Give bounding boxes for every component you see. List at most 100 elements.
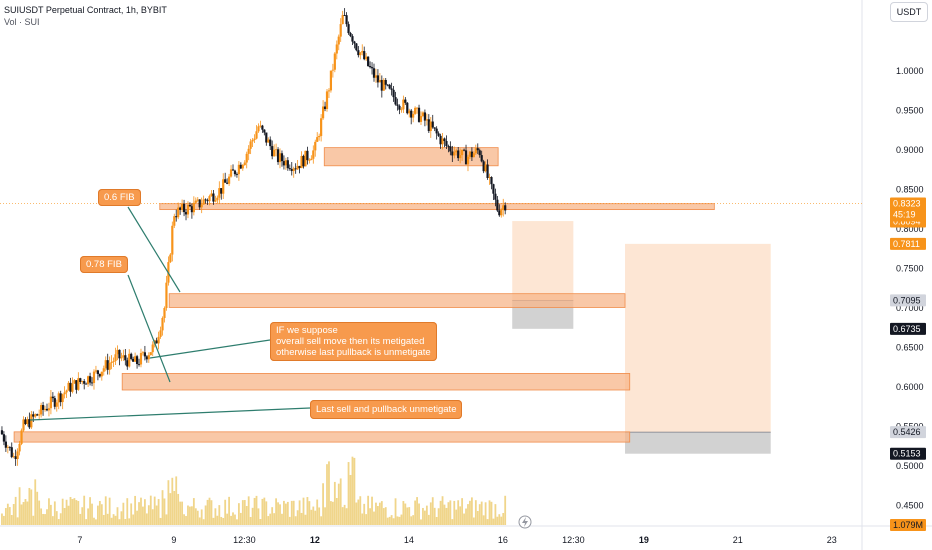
volume-bar [447,502,450,525]
volume-bar [171,477,174,525]
volume-bar [273,513,276,525]
candle-body [96,370,100,374]
candle-body [61,394,64,403]
candle-body [210,193,213,197]
volume-bar [416,497,418,525]
volume-bar [498,514,501,525]
candle-body [4,441,7,448]
candle-body [435,128,438,134]
last-sell-callout[interactable]: Last sell and pullback unmetigate [310,400,463,419]
volume-bar [208,497,211,525]
volume-bar [202,519,205,525]
candle-body [124,355,127,361]
candle-body [368,66,372,68]
volume-bar [465,508,467,525]
position-target-zone[interactable] [625,243,771,433]
price-axis[interactable]: 1.0000 0.9500 0.9000 0.8500 0.8000 0.7500 0.70… [890,66,926,531]
volume-indicator-title[interactable]: Vol · SUI [4,17,40,27]
candle-body [12,456,15,458]
volume-bar [443,504,446,525]
position-stop-zone[interactable] [625,432,771,454]
volume-bar [261,498,264,525]
x-tick-label: 12:30 [233,535,256,545]
candle-body [45,408,49,411]
volume-bar [155,505,158,525]
time-axis[interactable]: 7 9 12:30 12 14 16 12:30 19 21 23 [77,535,836,545]
volume-bar [318,507,321,525]
price-zone[interactable] [13,431,631,443]
position-target-zone[interactable] [512,221,574,301]
candle-body [502,205,505,210]
lightning-icon[interactable] [518,515,532,529]
volume-bar [441,496,444,525]
candle-body [196,199,199,201]
volume-bar [320,516,323,525]
currency-button[interactable]: USDT [890,2,928,22]
volume-bar [347,462,350,525]
volume-bar [386,517,389,525]
candle-body [402,99,405,110]
volume-bar [486,519,489,525]
volume-bar [455,509,458,525]
candle-body [406,102,409,114]
candle-body [431,121,434,128]
candle-body [347,24,350,34]
candle-body [449,146,452,152]
current-price-badge [890,197,926,222]
price-zone[interactable] [168,293,626,308]
volume-bar [429,502,432,525]
volume-bar [32,515,35,525]
volume-bar [102,514,105,525]
candle-body [206,200,209,202]
candle-body [410,110,413,118]
volume-bar [424,510,426,525]
volume-bar [110,517,113,525]
candle-body [38,414,41,416]
price-zone[interactable] [159,203,715,211]
candle-body [171,225,174,255]
volume-bar [42,513,44,525]
volume-bar [106,513,109,525]
price-label: 0.5153 [893,449,921,459]
volume-bar [187,505,189,525]
x-tick-label: 23 [827,535,837,545]
volume-bar [198,517,201,525]
candle-body [349,33,352,37]
mitigation-note-callout[interactable]: IF we suppose overall sell move then its… [270,322,437,361]
candle-body [51,396,54,399]
candle-body [186,204,190,215]
current-price-label: 0.8323 [893,198,921,208]
volume-bar [87,508,90,525]
volume-bar [73,498,76,525]
symbol-title[interactable]: SUIUSDT Perpetual Contract, 1h, BYBIT [4,5,167,15]
price-zone[interactable] [121,373,631,391]
candle-body [151,344,154,353]
candle-body [365,56,368,60]
candle-body [271,146,274,157]
fib-078-callout[interactable]: 0.78 FIB [80,256,128,273]
volume-bar [394,498,397,525]
candle-body [18,443,21,452]
volume-bar [269,513,272,525]
volume-bar [104,496,107,525]
volume-bar [243,500,246,525]
candle-body [470,151,474,158]
x-tick-label: 14 [404,535,414,545]
volume-bar [500,516,503,525]
volume-bar [349,474,352,525]
fib-06-callout[interactable]: 0.6 FIB [98,189,141,206]
candle-body [259,125,262,127]
candle-body [175,216,178,218]
volume-bar [179,501,182,525]
volume-bar [206,499,209,525]
candle-body [71,383,74,392]
candle-body [184,212,188,215]
volume-bar [461,498,464,525]
volume-bar [212,517,215,525]
candle-body [490,177,493,185]
volume-bar [75,500,78,525]
volume-bar [388,516,391,525]
volume-bar [257,508,260,525]
